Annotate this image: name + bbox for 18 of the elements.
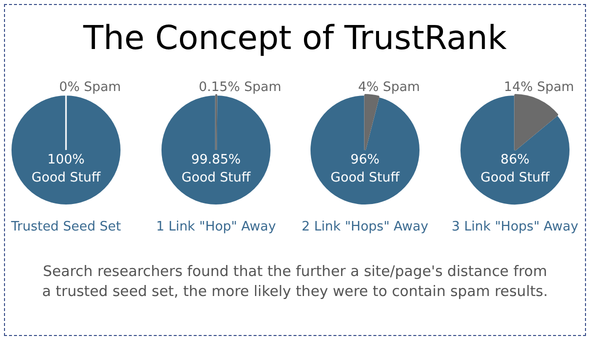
text: The Concept of TrustRank	[82, 18, 508, 57]
data-label: 86%	[500, 152, 530, 168]
data-label: 96%	[350, 152, 380, 168]
slice-label: Good Stuff	[182, 170, 252, 186]
slice-label: Good Stuff	[330, 170, 400, 186]
slice-label: 4% Spam	[358, 80, 420, 96]
slice-label: 14% Spam	[504, 80, 574, 96]
text: 1 Link "Hop" Away	[156, 220, 276, 235]
data-label: 100%	[47, 152, 85, 168]
slice-label: Good Stuff	[32, 170, 102, 186]
slice-label: Good Stuff	[480, 170, 550, 186]
text: 2 Link "Hops" Away	[302, 220, 429, 235]
text: Search researchers found that the further a site/page's distance from a trusted seed set, the more likely they were to contain spam results.	[41, 263, 549, 302]
text: Trusted Seed Set	[10, 220, 121, 235]
text: 3 Link "Hops" Away	[452, 220, 579, 235]
data-label: 99.85%	[191, 152, 241, 168]
slice-label: 0.15% Spam	[198, 80, 282, 96]
text: 0% Spam	[59, 80, 121, 96]
